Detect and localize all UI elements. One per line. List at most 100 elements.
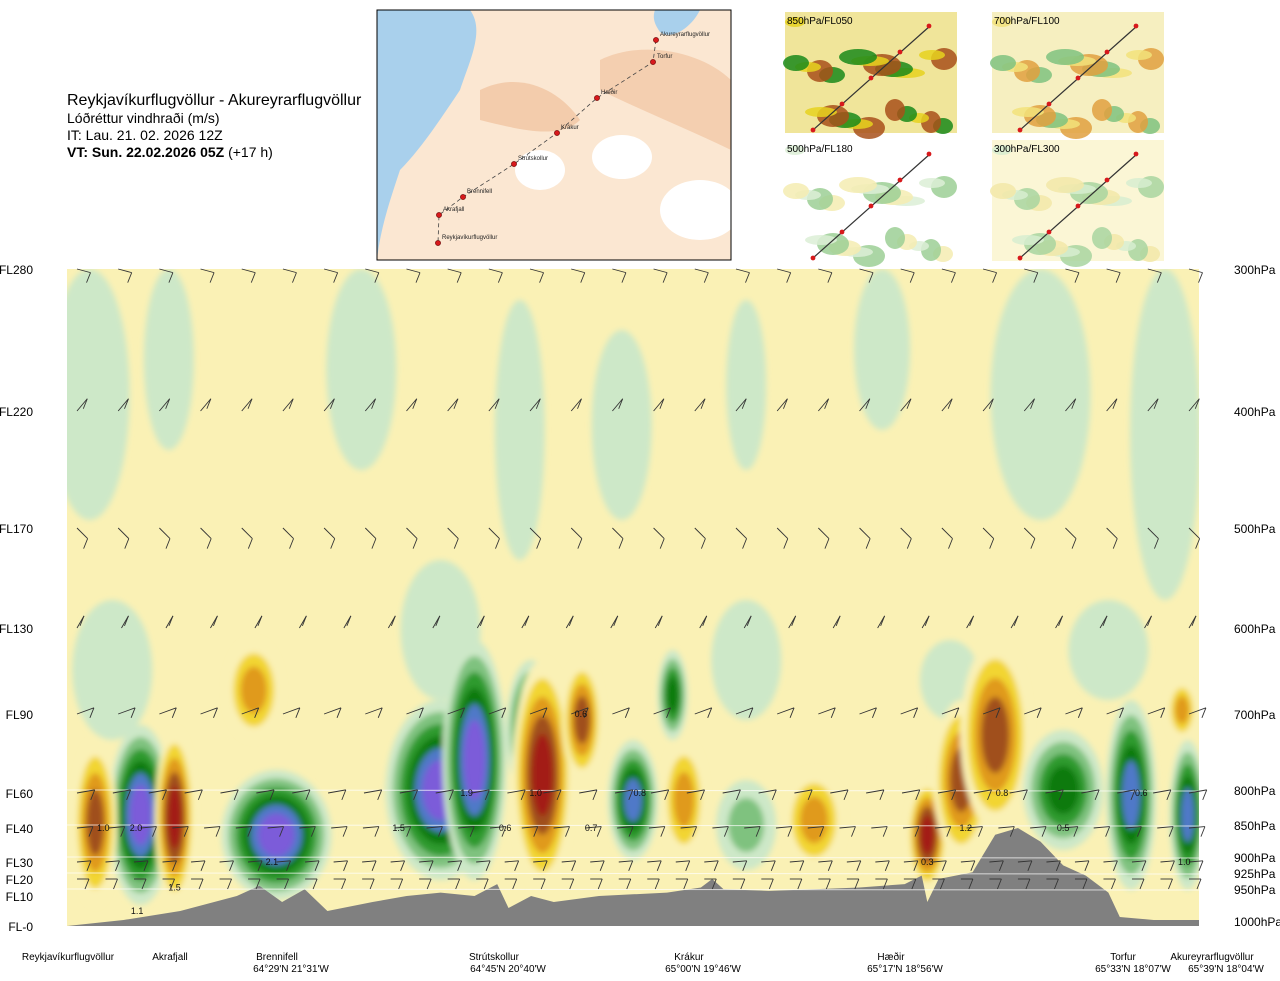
wind-barb-shaft [859, 398, 871, 412]
wind-barb [305, 860, 320, 871]
wind-barb-shaft [488, 527, 500, 539]
route-title: Reykjavíkurflugvöllur - Akureyrarflugvöl… [67, 92, 362, 109]
wind-barb [653, 398, 665, 412]
fl-tick-label: FL60 [6, 787, 34, 801]
wind-barb-feather [524, 615, 530, 627]
wind-barb [1010, 615, 1019, 629]
wind-barb [76, 707, 95, 719]
wind-barb [680, 826, 698, 837]
wind-barb-feather [662, 272, 668, 283]
wind-barb [1125, 826, 1142, 837]
pressure-tick-label: 700hPa [1234, 708, 1276, 722]
wind-barb-feather [745, 272, 750, 283]
wind-barb-feather [485, 860, 491, 871]
map-waypoint: Hæðir [594, 89, 617, 101]
wind-barb-feather [168, 615, 174, 627]
wind-barb [932, 878, 945, 890]
wind-barb-shaft [776, 707, 795, 715]
wind-barb-feather [257, 860, 263, 871]
wind-barb-feather [494, 398, 500, 409]
lead-time: (+17 h) [228, 144, 273, 160]
wind-barb-feather [713, 860, 719, 871]
wind-barb-feather [115, 860, 120, 871]
wind-barb [712, 826, 729, 837]
wind-barb-shaft [618, 860, 633, 863]
wind-barb-feather [289, 538, 294, 549]
wind-barb-feather [742, 538, 747, 549]
wind-barb [108, 826, 126, 837]
thumbnail-waypoint [1046, 101, 1052, 107]
wind-barb-feather [484, 789, 490, 801]
wind-barb-feather [497, 272, 503, 283]
wind-barb [743, 615, 752, 629]
wind-barb-feather [768, 878, 774, 890]
waypoint-name: Brennifell [256, 952, 298, 963]
wind-barb [1081, 789, 1100, 801]
wind-barb [533, 878, 546, 890]
wind-barb-feather [624, 707, 630, 719]
wind-barb-shaft [204, 826, 221, 829]
wind-barb-feather [1025, 878, 1031, 890]
thumbnail-label: 850hPa/FL050 [787, 16, 853, 27]
level-thumbnail: 300hPa/FL300 [990, 140, 1164, 267]
map-waypoint-marker [653, 37, 659, 43]
wind-barb [686, 789, 705, 801]
wind-barb-shaft [839, 826, 856, 829]
wind-barb [648, 826, 666, 837]
wind-barb-feather [946, 826, 952, 837]
wind-barb-shaft [200, 527, 212, 539]
wind-barb-shaft [675, 860, 690, 863]
value-label: 1.2 [960, 823, 973, 833]
wind-barb-feather [1196, 878, 1202, 890]
wind-barb-feather [371, 398, 376, 409]
wind-barb [362, 860, 377, 871]
wind-barb [694, 398, 706, 412]
wind-barb-shaft [399, 789, 418, 794]
wind-barb-feather [783, 538, 789, 549]
wind-barb-shaft [447, 527, 459, 539]
wind-barb [219, 860, 234, 871]
wind-barb-shaft [292, 789, 311, 794]
wind-barb-feather [906, 398, 912, 409]
wind-barb-feather [495, 538, 500, 549]
wind-barb-feather [460, 707, 465, 719]
wind-barb-feather [371, 538, 377, 549]
wind-barb-shaft [219, 860, 234, 863]
wind-barb [529, 268, 544, 283]
map-glacier [592, 135, 652, 179]
thumbnail-waypoint [868, 75, 874, 81]
wind-barb-feather [786, 272, 792, 283]
wind-barb-shaft [900, 527, 912, 539]
wind-barb-shaft [1188, 398, 1200, 412]
wind-barb-feather [374, 272, 380, 283]
wind-barb-feather [269, 789, 275, 801]
wind-barb [140, 826, 157, 837]
wind-barb [529, 398, 541, 412]
wind-barb-feather [618, 398, 624, 409]
wind-barb [1188, 826, 1206, 837]
wind-barb-shaft [789, 860, 804, 863]
wind-barb-shaft [489, 826, 507, 829]
wind-barb-feather [286, 860, 291, 871]
map-fjord-north [653, 10, 700, 35]
wind-barb-shaft [363, 789, 382, 794]
wind-barb [447, 527, 459, 549]
wind-barb [406, 707, 424, 719]
wind-barb-feather [469, 826, 475, 837]
wind-barb-shaft [777, 268, 791, 274]
wind-barb-shaft [419, 860, 434, 863]
wind-barb-shaft [1147, 268, 1162, 274]
wind-barb [254, 615, 263, 629]
wind-barb-feather [1141, 860, 1147, 871]
field-contour [624, 778, 642, 822]
wind-barb-shaft [1074, 860, 1089, 863]
wind-barb-shaft [712, 826, 729, 829]
wind-barb-shaft [394, 826, 411, 829]
wind-barb-shaft [364, 527, 377, 539]
wind-barb-shaft [1153, 789, 1171, 794]
wind-barb-shaft [694, 268, 709, 274]
map-sea-west [377, 10, 477, 260]
wind-barb-feather [664, 789, 670, 801]
wind-barb [1117, 789, 1136, 801]
